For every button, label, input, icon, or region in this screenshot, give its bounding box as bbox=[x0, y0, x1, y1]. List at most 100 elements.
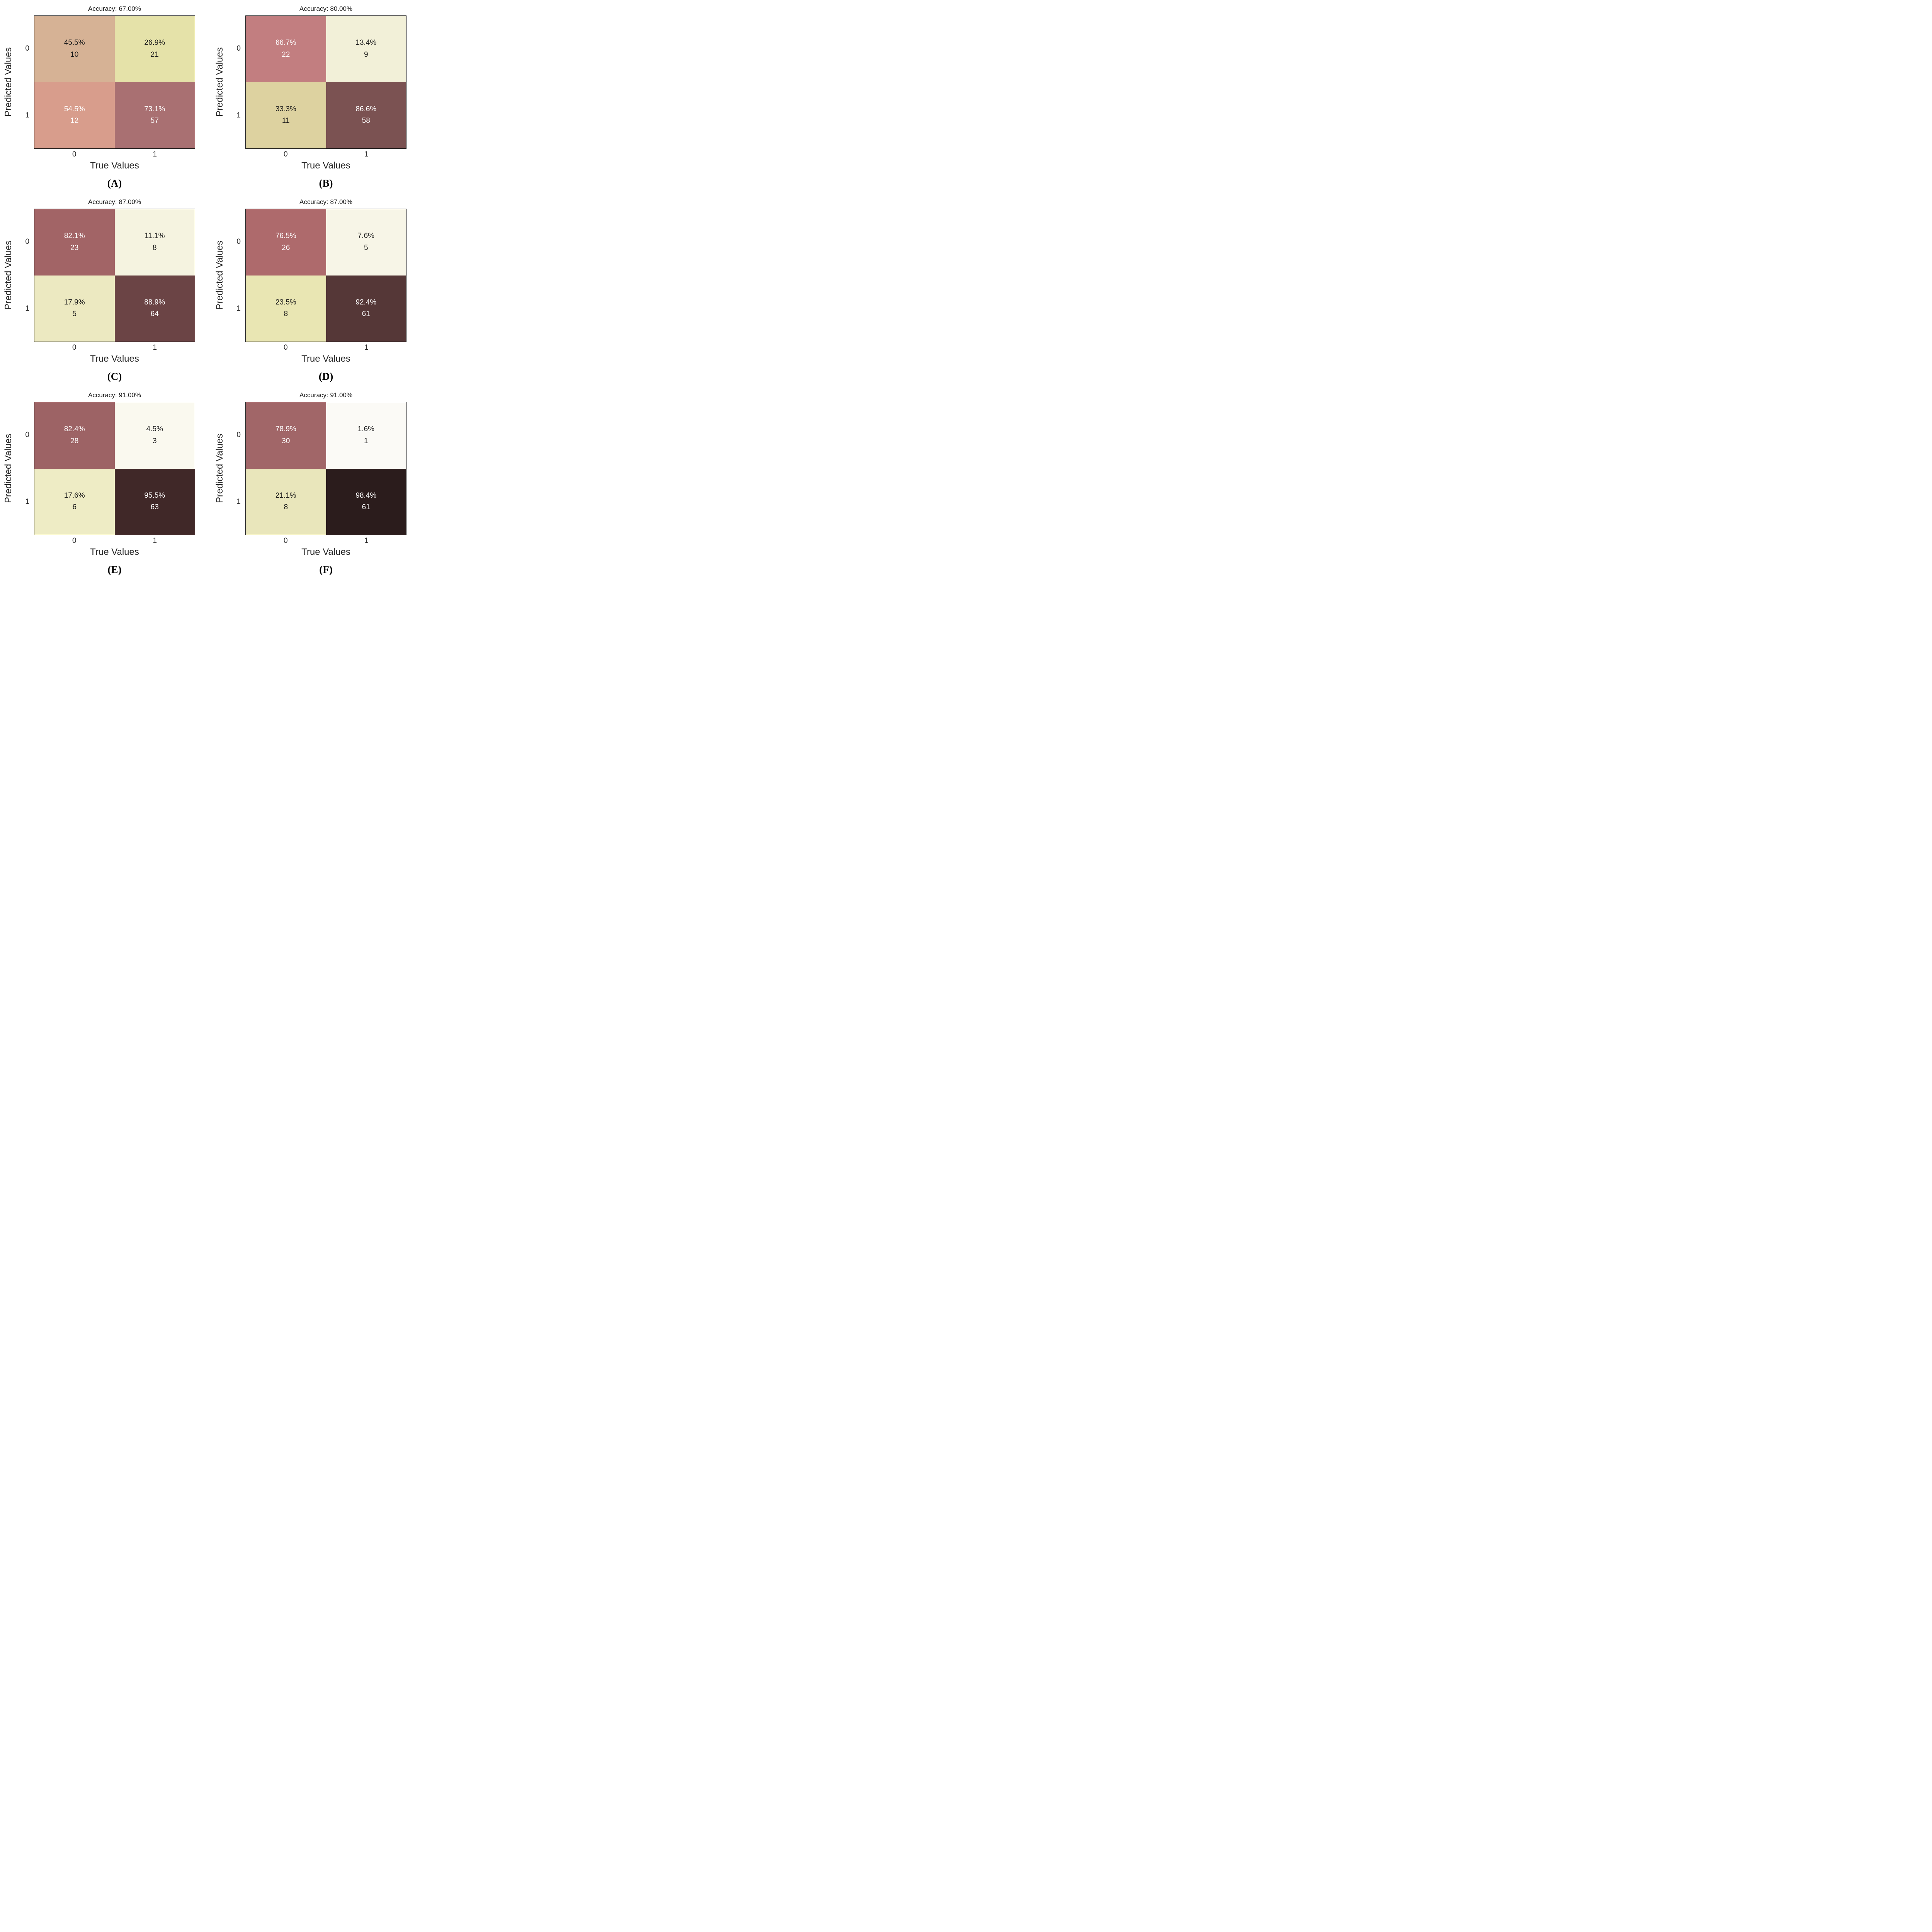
cell-percent: 1.6% bbox=[357, 425, 374, 434]
cell-pred0-true1: 26.9% 21 bbox=[114, 16, 195, 82]
x-tick-labels: 0 1 bbox=[34, 149, 195, 160]
cell-count: 6 bbox=[72, 503, 77, 512]
cell-pred1-true0: 23.5% 8 bbox=[246, 275, 326, 342]
heatmap-matrix: 82.1% 23 11.1% 8 17.9% 5 88.9% 64 bbox=[34, 209, 195, 342]
y-tick-1: 1 bbox=[25, 497, 29, 506]
cell-count: 64 bbox=[150, 310, 159, 318]
cell-pred1-true0: 33.3% 11 bbox=[246, 82, 326, 148]
accuracy-title: Accuracy: 91.00% bbox=[299, 391, 352, 399]
cell-count: 26 bbox=[282, 243, 290, 252]
cell-percent: 92.4% bbox=[355, 298, 377, 306]
cell-percent: 66.7% bbox=[275, 39, 296, 47]
cell-pred0-true1: 4.5% 3 bbox=[114, 402, 195, 469]
x-tick-1: 1 bbox=[364, 537, 369, 545]
accuracy-title: Accuracy: 67.00% bbox=[88, 5, 141, 12]
cell-percent: 4.5% bbox=[146, 425, 163, 434]
y-tick-1: 1 bbox=[236, 111, 241, 119]
cell-percent: 21.1% bbox=[275, 491, 296, 500]
panel-letter: (A) bbox=[107, 177, 122, 189]
cell-percent: 33.3% bbox=[275, 105, 296, 113]
panel-letter: (F) bbox=[319, 563, 333, 575]
x-tick-labels: 0 1 bbox=[34, 342, 195, 354]
cell-count: 8 bbox=[284, 503, 288, 512]
cell-percent: 73.1% bbox=[144, 105, 165, 113]
cell-count: 9 bbox=[364, 50, 368, 59]
x-axis-label: True Values bbox=[301, 547, 350, 557]
x-axis-label: True Values bbox=[90, 354, 139, 364]
cell-count: 63 bbox=[150, 503, 159, 512]
panel-a: Accuracy: 67.00% Predicted Values 0 1 45… bbox=[0, 0, 211, 193]
cell-pred0-true0: 82.4% 28 bbox=[34, 402, 115, 469]
cell-percent: 95.5% bbox=[144, 491, 165, 500]
x-tick-1: 1 bbox=[153, 537, 157, 545]
panel-d: Accuracy: 87.00% Predicted Values 0 1 76… bbox=[211, 193, 423, 386]
confusion-matrix-figure: Accuracy: 67.00% Predicted Values 0 1 45… bbox=[0, 0, 423, 580]
cell-count: 21 bbox=[150, 50, 159, 59]
x-tick-1: 1 bbox=[364, 150, 369, 158]
panel-c: Accuracy: 87.00% Predicted Values 0 1 82… bbox=[0, 193, 211, 386]
y-tick-labels: 0 1 bbox=[228, 209, 245, 342]
cell-pred0-true0: 82.1% 23 bbox=[34, 209, 115, 276]
y-tick-0: 0 bbox=[25, 238, 29, 246]
cell-count: 11 bbox=[282, 117, 290, 125]
cell-pred0-true1: 11.1% 8 bbox=[114, 209, 195, 276]
y-tick-labels: 0 1 bbox=[17, 15, 34, 149]
y-axis-label: Predicted Values bbox=[3, 47, 14, 117]
cell-percent: 7.6% bbox=[357, 232, 374, 240]
cell-count: 58 bbox=[362, 117, 370, 125]
cell-pred1-true0: 21.1% 8 bbox=[246, 468, 326, 535]
panel-letter: (C) bbox=[107, 370, 122, 382]
x-tick-1: 1 bbox=[364, 344, 369, 352]
y-axis-label: Predicted Values bbox=[3, 434, 14, 503]
x-axis-label: True Values bbox=[301, 160, 350, 171]
y-tick-1: 1 bbox=[236, 304, 241, 313]
cell-pred0-true0: 78.9% 30 bbox=[246, 402, 326, 469]
cell-count: 8 bbox=[284, 310, 288, 318]
cell-count: 61 bbox=[362, 503, 370, 512]
y-tick-1: 1 bbox=[236, 497, 241, 506]
panel-letter: (B) bbox=[319, 177, 333, 189]
y-tick-0: 0 bbox=[236, 238, 241, 246]
x-axis-label: True Values bbox=[90, 160, 139, 171]
cell-percent: 82.4% bbox=[64, 425, 85, 434]
cell-count: 30 bbox=[282, 437, 290, 445]
cell-pred1-true1: 86.6% 58 bbox=[326, 82, 406, 148]
panel-b: Accuracy: 80.00% Predicted Values 0 1 66… bbox=[211, 0, 423, 193]
cell-count: 1 bbox=[364, 437, 368, 445]
accuracy-title: Accuracy: 91.00% bbox=[88, 391, 141, 399]
cell-pred1-true1: 92.4% 61 bbox=[326, 275, 406, 342]
y-axis-label: Predicted Values bbox=[3, 240, 14, 310]
cell-percent: 88.9% bbox=[144, 298, 165, 306]
y-axis-label: Predicted Values bbox=[214, 47, 225, 117]
cell-percent: 82.1% bbox=[64, 232, 85, 240]
panel-e: Accuracy: 91.00% Predicted Values 0 1 82… bbox=[0, 386, 211, 580]
cell-percent: 45.5% bbox=[64, 39, 85, 47]
panel-f: Accuracy: 91.00% Predicted Values 0 1 78… bbox=[211, 386, 423, 580]
y-tick-0: 0 bbox=[236, 44, 241, 53]
cell-count: 8 bbox=[152, 243, 157, 252]
cell-percent: 54.5% bbox=[64, 105, 85, 113]
cell-percent: 11.1% bbox=[145, 232, 165, 240]
cell-count: 22 bbox=[282, 50, 290, 59]
panel-letter: (D) bbox=[318, 370, 333, 382]
cell-percent: 13.4% bbox=[355, 39, 377, 47]
y-axis-label: Predicted Values bbox=[214, 240, 225, 310]
cell-pred1-true1: 98.4% 61 bbox=[326, 468, 406, 535]
cell-count: 5 bbox=[364, 243, 368, 252]
cell-count: 10 bbox=[70, 50, 79, 59]
x-tick-labels: 0 1 bbox=[245, 149, 406, 160]
x-tick-0: 0 bbox=[72, 537, 77, 545]
heatmap-matrix: 82.4% 28 4.5% 3 17.6% 6 95.5% 63 bbox=[34, 402, 195, 535]
accuracy-title: Accuracy: 87.00% bbox=[88, 198, 141, 206]
heatmap-matrix: 76.5% 26 7.6% 5 23.5% 8 92.4% 61 bbox=[245, 209, 406, 342]
y-tick-0: 0 bbox=[25, 44, 29, 53]
cell-pred1-true0: 17.9% 5 bbox=[34, 275, 115, 342]
cell-pred0-true0: 76.5% 26 bbox=[246, 209, 326, 276]
cell-count: 23 bbox=[70, 243, 79, 252]
cell-pred0-true0: 45.5% 10 bbox=[34, 16, 115, 82]
x-tick-1: 1 bbox=[153, 344, 157, 352]
panel-letter: (E) bbox=[107, 563, 122, 575]
cell-percent: 86.6% bbox=[355, 105, 377, 113]
y-tick-0: 0 bbox=[25, 431, 29, 439]
y-axis-label: Predicted Values bbox=[214, 434, 225, 503]
